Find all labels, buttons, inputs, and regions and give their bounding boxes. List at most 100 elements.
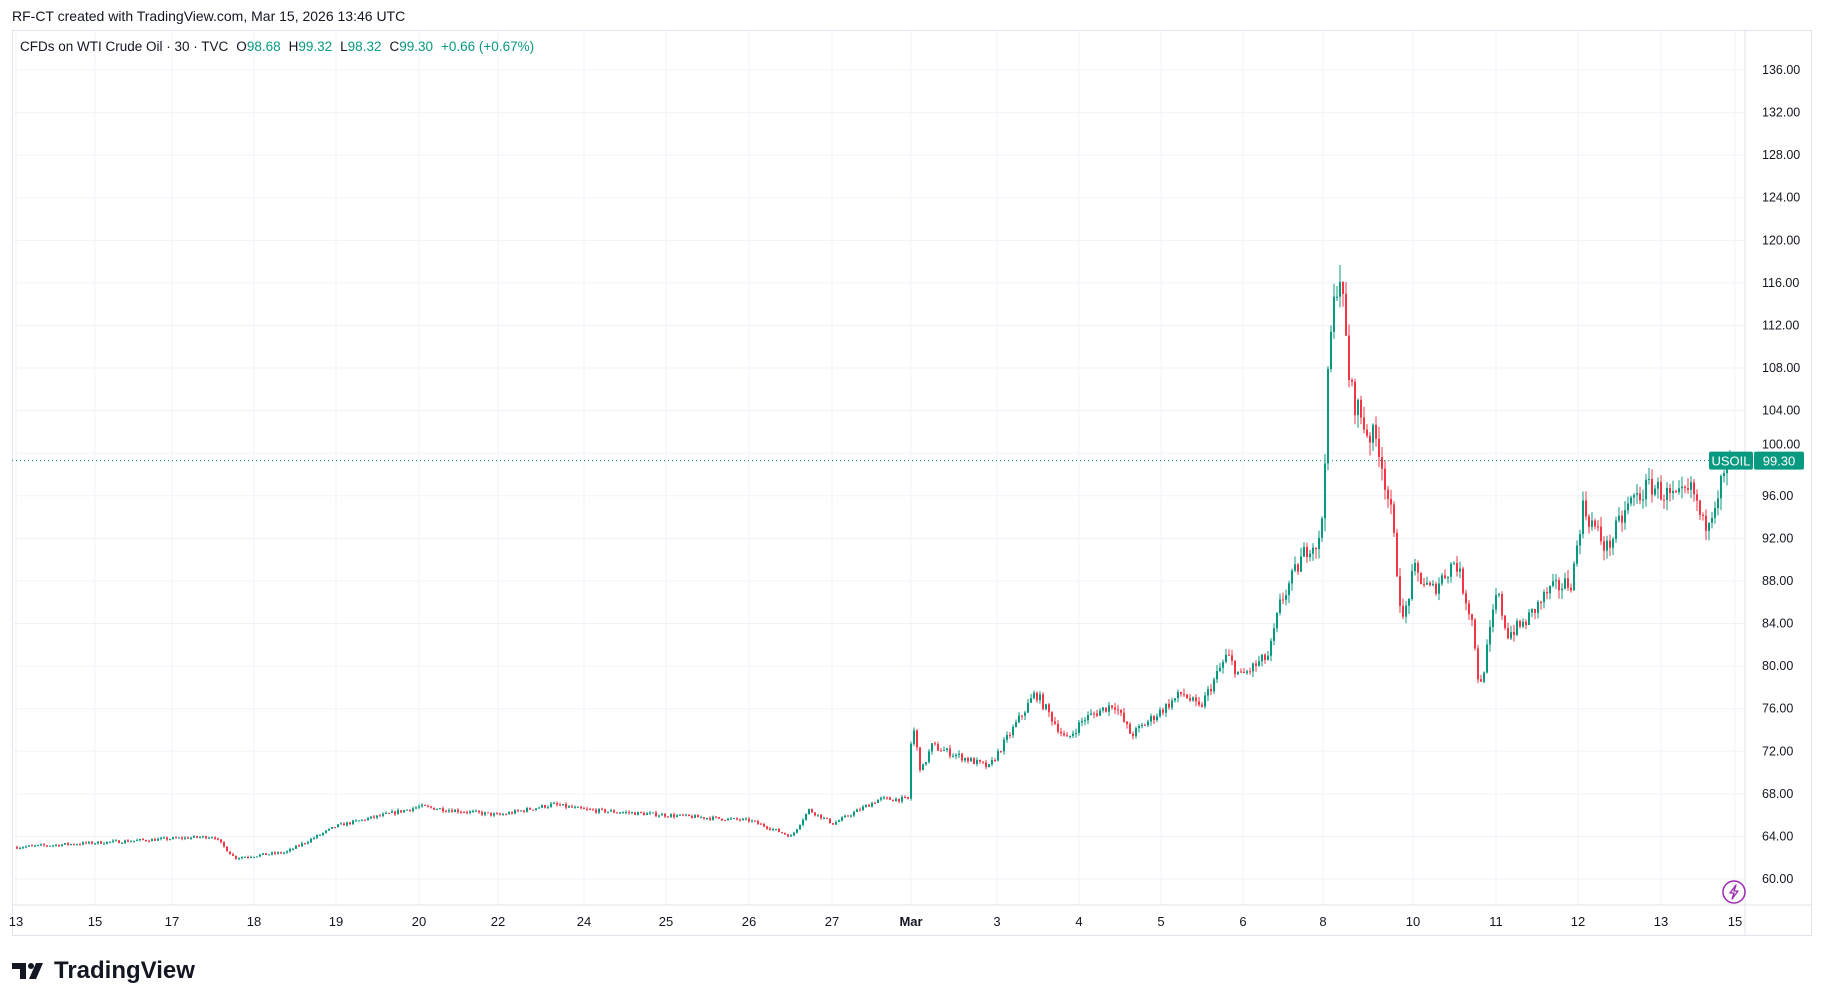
candle[interactable]	[400, 810, 402, 814]
candle[interactable]	[493, 812, 495, 818]
candle[interactable]	[1174, 698, 1176, 703]
candle[interactable]	[1210, 684, 1212, 696]
candle[interactable]	[31, 844, 33, 847]
candle[interactable]	[970, 756, 972, 762]
candle[interactable]	[613, 809, 615, 814]
candle[interactable]	[586, 806, 588, 811]
candle[interactable]	[1078, 719, 1080, 736]
candle[interactable]	[454, 808, 456, 813]
candle[interactable]	[265, 853, 267, 856]
candle[interactable]	[571, 804, 573, 808]
candle[interactable]	[1123, 708, 1125, 723]
candle[interactable]	[211, 836, 213, 839]
candle[interactable]	[1471, 613, 1473, 627]
candle[interactable]	[274, 851, 276, 856]
candle[interactable]	[376, 815, 378, 820]
candle[interactable]	[1609, 534, 1611, 557]
candle[interactable]	[787, 833, 789, 838]
candle[interactable]	[1528, 609, 1530, 626]
candle[interactable]	[46, 844, 48, 848]
candle[interactable]	[1618, 507, 1620, 523]
candle[interactable]	[1540, 600, 1542, 610]
candle[interactable]	[1342, 281, 1344, 307]
candle[interactable]	[820, 814, 822, 820]
candle[interactable]	[1594, 518, 1596, 530]
candle[interactable]	[388, 812, 390, 814]
candle[interactable]	[892, 799, 894, 802]
candle[interactable]	[43, 842, 45, 847]
candle[interactable]	[1099, 708, 1101, 716]
candle[interactable]	[463, 811, 465, 814]
candle[interactable]	[823, 816, 825, 820]
candle[interactable]	[205, 835, 207, 840]
candle[interactable]	[1717, 490, 1719, 516]
candle[interactable]	[79, 842, 81, 846]
candle[interactable]	[1237, 671, 1239, 675]
candle[interactable]	[1612, 536, 1614, 555]
candle[interactable]	[784, 832, 786, 835]
candle[interactable]	[334, 827, 336, 829]
candle[interactable]	[1336, 285, 1338, 301]
candle[interactable]	[1261, 653, 1263, 667]
candle[interactable]	[1546, 587, 1548, 600]
candle[interactable]	[58, 844, 60, 848]
candle[interactable]	[841, 816, 843, 822]
candle[interactable]	[1420, 572, 1422, 585]
candle[interactable]	[1396, 528, 1398, 577]
candle[interactable]	[1567, 569, 1569, 592]
candle[interactable]	[172, 836, 174, 840]
candle[interactable]	[1303, 542, 1305, 558]
candle[interactable]	[733, 817, 735, 820]
candle[interactable]	[871, 801, 873, 808]
candle[interactable]	[121, 841, 123, 844]
candle[interactable]	[1312, 543, 1314, 561]
candle[interactable]	[1150, 713, 1152, 726]
candle[interactable]	[799, 824, 801, 831]
candle[interactable]	[184, 836, 186, 841]
candle[interactable]	[175, 836, 177, 839]
candle[interactable]	[658, 814, 660, 818]
candle[interactable]	[610, 808, 612, 812]
candle[interactable]	[484, 811, 486, 817]
candle[interactable]	[955, 753, 957, 760]
candle[interactable]	[238, 857, 240, 861]
candle[interactable]	[1702, 512, 1704, 521]
candle[interactable]	[412, 806, 414, 813]
candle[interactable]	[1090, 709, 1092, 716]
candle[interactable]	[1051, 711, 1053, 726]
candle[interactable]	[850, 814, 852, 818]
candle[interactable]	[991, 757, 993, 767]
candle[interactable]	[16, 845, 18, 850]
candle[interactable]	[409, 809, 411, 813]
candle[interactable]	[715, 816, 717, 819]
candle[interactable]	[88, 841, 90, 845]
candle[interactable]	[721, 818, 723, 822]
candle[interactable]	[700, 815, 702, 819]
candle[interactable]	[532, 809, 534, 811]
candle[interactable]	[283, 851, 285, 855]
candle[interactable]	[1438, 577, 1440, 601]
candle[interactable]	[652, 812, 654, 814]
candle[interactable]	[1171, 697, 1173, 711]
candle[interactable]	[1129, 721, 1131, 734]
candle[interactable]	[580, 805, 582, 810]
candle[interactable]	[373, 814, 375, 819]
candle[interactable]	[151, 838, 153, 842]
candle[interactable]	[811, 808, 813, 813]
candle[interactable]	[247, 855, 249, 859]
candle[interactable]	[688, 814, 690, 817]
candle[interactable]	[1264, 653, 1266, 664]
candle[interactable]	[655, 810, 657, 818]
candle[interactable]	[1588, 514, 1590, 534]
candle[interactable]	[1057, 720, 1059, 734]
candle[interactable]	[1081, 717, 1083, 727]
candle[interactable]	[1582, 491, 1584, 539]
candle[interactable]	[1333, 283, 1335, 339]
candle[interactable]	[940, 748, 942, 752]
candle[interactable]	[802, 818, 804, 827]
candle[interactable]	[295, 844, 297, 849]
candle[interactable]	[667, 815, 669, 818]
candle[interactable]	[1456, 555, 1458, 577]
candle[interactable]	[1429, 581, 1431, 587]
candle[interactable]	[286, 850, 288, 854]
